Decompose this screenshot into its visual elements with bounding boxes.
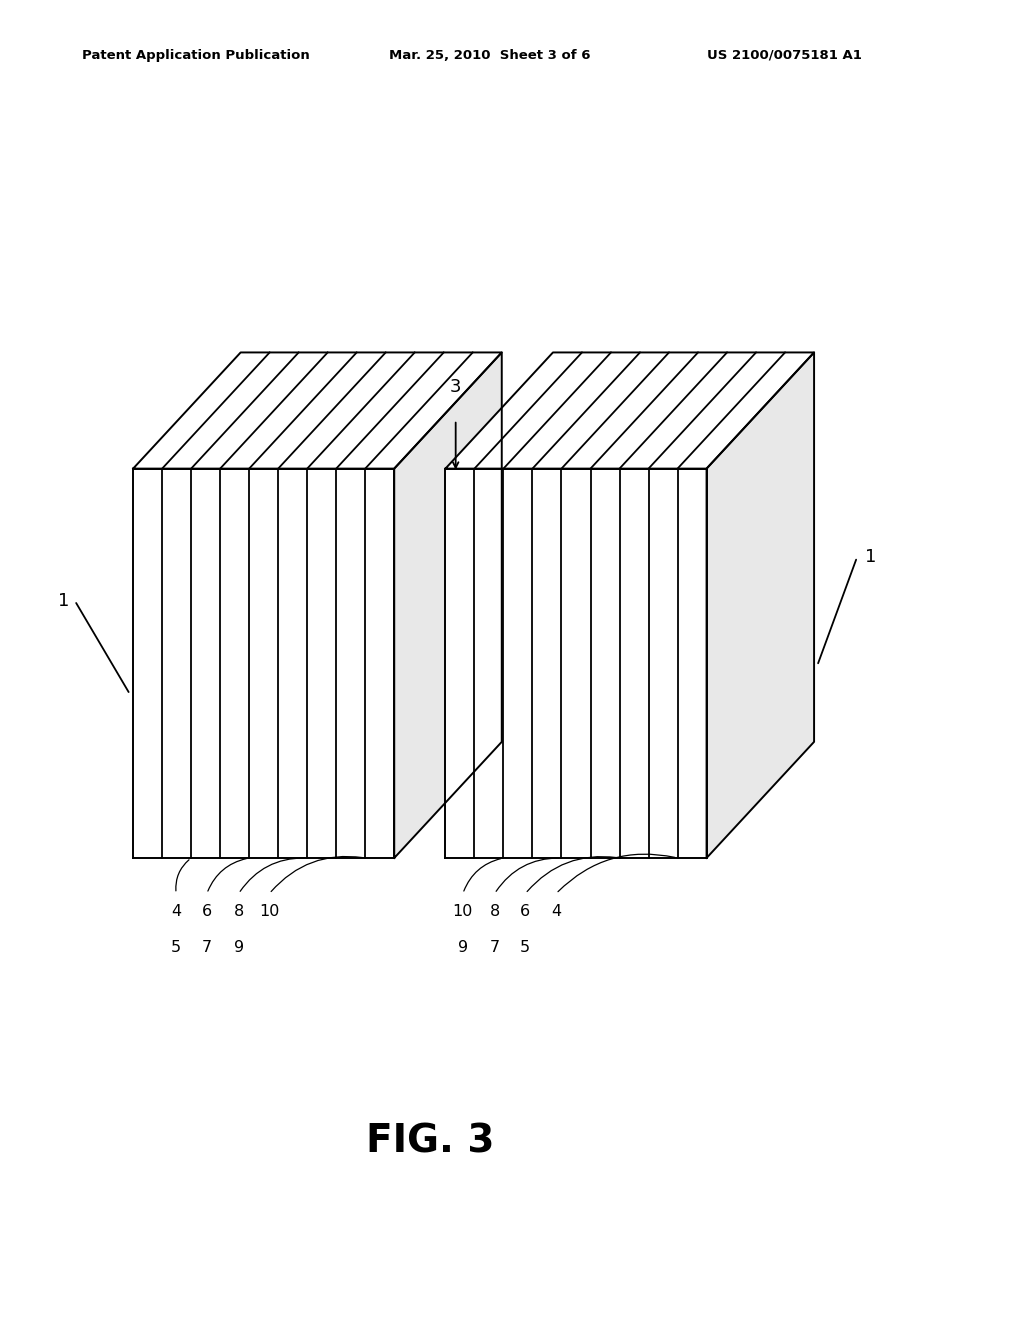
- Text: 10: 10: [259, 904, 280, 919]
- Polygon shape: [445, 352, 814, 469]
- Text: 7: 7: [202, 940, 212, 954]
- Text: Mar. 25, 2010  Sheet 3 of 6: Mar. 25, 2010 Sheet 3 of 6: [389, 49, 591, 62]
- Text: 8: 8: [489, 904, 500, 919]
- Text: 5: 5: [171, 940, 181, 954]
- Text: 4: 4: [551, 904, 561, 919]
- Text: 5: 5: [520, 940, 530, 954]
- Polygon shape: [133, 469, 394, 858]
- Text: 8: 8: [233, 904, 244, 919]
- Polygon shape: [707, 352, 814, 858]
- Polygon shape: [394, 352, 502, 858]
- Text: 10: 10: [453, 904, 473, 919]
- Text: 1: 1: [58, 591, 70, 610]
- Polygon shape: [133, 352, 502, 469]
- Text: 6: 6: [202, 904, 212, 919]
- Text: FIG. 3: FIG. 3: [366, 1123, 495, 1160]
- Text: 6: 6: [520, 904, 530, 919]
- Text: Patent Application Publication: Patent Application Publication: [82, 49, 309, 62]
- Text: 9: 9: [458, 940, 468, 954]
- Text: 9: 9: [233, 940, 244, 954]
- Text: US 2100/0075181 A1: US 2100/0075181 A1: [707, 49, 861, 62]
- Text: 1: 1: [865, 548, 877, 566]
- Text: 4: 4: [171, 904, 181, 919]
- Text: 3: 3: [450, 378, 462, 396]
- Text: 7: 7: [489, 940, 500, 954]
- Polygon shape: [445, 469, 707, 858]
